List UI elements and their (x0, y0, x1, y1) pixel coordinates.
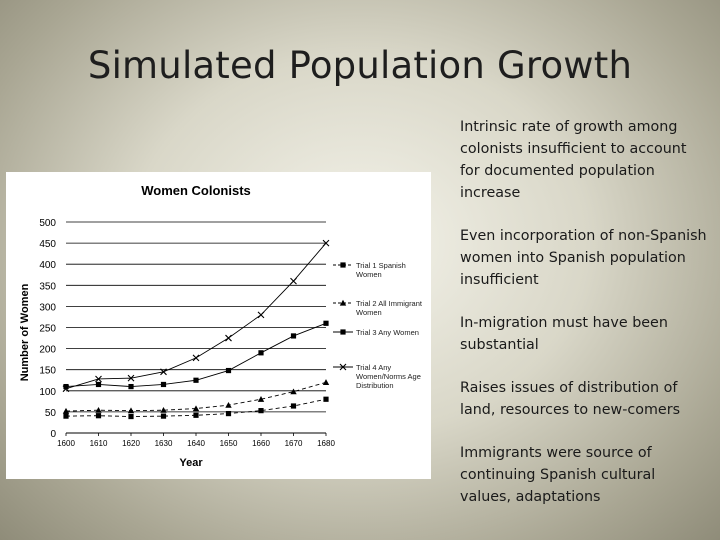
chart-title: Women Colonists (141, 183, 251, 198)
data-point (128, 383, 134, 390)
data-point (127, 374, 135, 382)
series-4 (62, 239, 330, 393)
data-point (322, 379, 330, 385)
legend-label: Trial 3 Any Women (356, 328, 419, 337)
x-axis-label: Year (179, 457, 203, 469)
data-point (290, 277, 297, 285)
data-point (62, 385, 70, 393)
x-tick-label: 1680 (317, 439, 335, 448)
data-point (225, 334, 232, 342)
x-tick-label: 1630 (155, 439, 173, 448)
legend-entry: Trial 3 Any Women (333, 328, 419, 337)
bullet-item: In-migration must have been substantial (460, 315, 668, 353)
x-tick-label: 1660 (252, 439, 270, 448)
population-chart: Women Colonists 0 50 100 150 200 250 300 350 400 4… (19, 183, 423, 469)
data-point (225, 410, 232, 417)
data-point (322, 239, 330, 247)
y-tick-label: 200 (39, 345, 56, 356)
y-tick-label: 50 (45, 408, 57, 419)
data-point (160, 368, 167, 376)
data-point (127, 407, 135, 414)
bullet-item: Intrinsic rate of growth among colonists… (460, 119, 687, 201)
legend-label: Trial 1 Spanish (356, 261, 406, 270)
series-3 (63, 320, 329, 390)
x-tick-label: 1620 (122, 439, 140, 448)
data-point (193, 377, 199, 383)
legend-label: Women (356, 270, 382, 279)
y-tick-label: 100 (39, 387, 56, 398)
data-point (258, 408, 264, 414)
legend-label: Distribution (356, 381, 394, 390)
data-point (192, 405, 200, 412)
chart-panel: Women Colonists 0 50 100 150 200 250 300 350 400 4… (6, 172, 431, 479)
legend-label: Trial 2 All Immigrant (356, 299, 423, 308)
data-point (290, 333, 297, 339)
y-tick-label: 300 (39, 302, 56, 313)
data-point (160, 413, 167, 419)
legend-marker (340, 262, 346, 268)
data-point (257, 396, 265, 402)
x-tick-label: 1650 (220, 439, 238, 448)
data-point (225, 367, 232, 374)
y-tick-label: 0 (50, 429, 56, 440)
data-point (95, 413, 102, 419)
data-point (257, 311, 265, 319)
data-point (62, 407, 70, 414)
data-point (160, 407, 167, 413)
series-line (65, 398, 327, 417)
data-point (290, 388, 297, 395)
y-tick-label: 350 (39, 281, 56, 292)
data-point (323, 320, 329, 326)
x-tick-label: 1600 (57, 439, 75, 448)
series-2 (62, 379, 330, 414)
data-point (258, 350, 264, 356)
bullet-list: Intrinsic rate of growth among colonists… (460, 116, 710, 529)
data-point (323, 396, 329, 402)
data-point (225, 401, 232, 408)
bullet-item: Even incorporation of non-Spanish women … (460, 228, 707, 288)
data-point (128, 413, 134, 420)
data-point (193, 412, 199, 418)
legend-marker (339, 299, 347, 306)
data-point (95, 375, 102, 383)
series-line (65, 322, 327, 388)
legend-label: Women (356, 308, 382, 317)
x-tick-label: 1610 (90, 439, 108, 448)
bullet-item: Raises issues of distribution of land, r… (460, 380, 681, 418)
y-tick-label: 500 (39, 218, 56, 229)
legend-marker (340, 329, 346, 335)
series-1 (63, 396, 329, 420)
y-axis-label: Number of Women (19, 283, 31, 381)
slide-title: Simulated Population Growth (87, 44, 633, 87)
bullet-item: Immigrants were source of continuing Spa… (460, 445, 656, 505)
data-point (290, 403, 297, 409)
data-point (63, 413, 69, 419)
legend-marker (339, 363, 347, 371)
y-tick-label: 400 (39, 260, 56, 271)
data-point (160, 381, 167, 388)
y-tick-label: 150 (39, 366, 56, 377)
data-point (95, 381, 102, 388)
data-point (95, 407, 102, 413)
series-line (65, 381, 327, 412)
legend-label: Women/Norms Age (356, 372, 421, 381)
y-tick-label: 450 (39, 239, 56, 250)
data-point (63, 383, 69, 390)
series-line (65, 242, 327, 390)
legend-label: Trial 4 Any (356, 363, 391, 372)
data-point (192, 354, 200, 362)
y-tick-label: 250 (39, 324, 56, 335)
x-tick-label: 1670 (285, 439, 303, 448)
x-tick-label: 1640 (187, 439, 205, 448)
